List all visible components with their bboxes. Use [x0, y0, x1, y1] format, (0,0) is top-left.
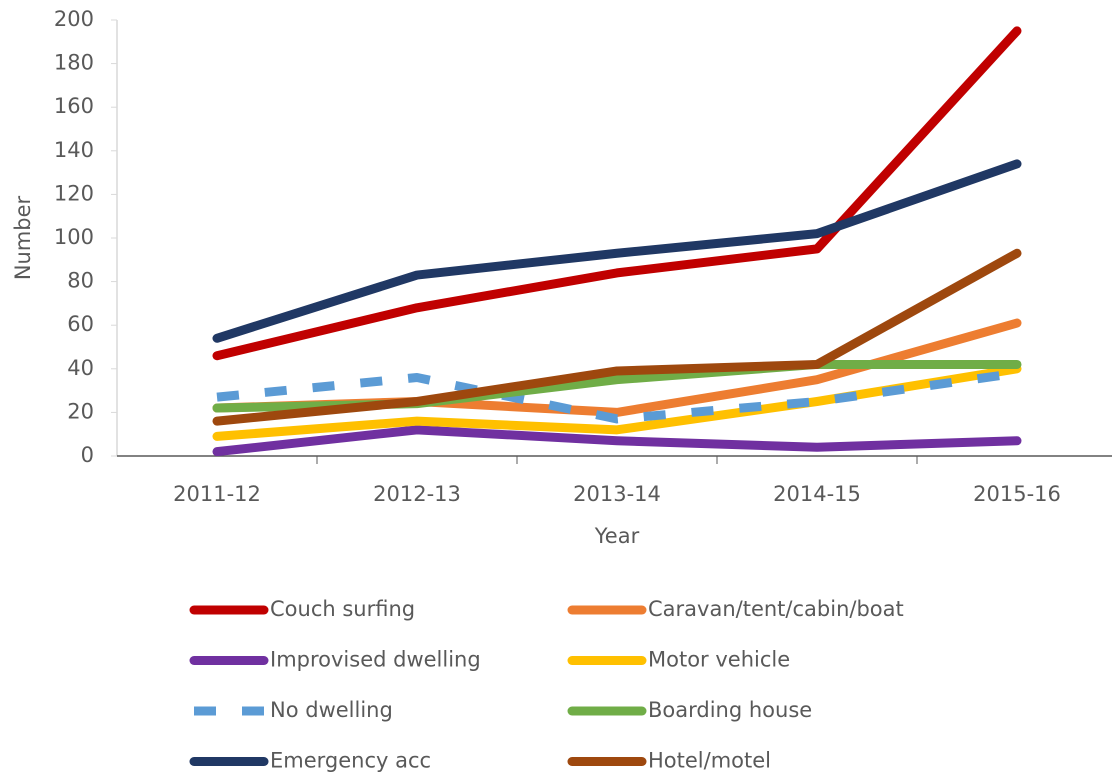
- x-axis-label: Year: [594, 524, 640, 548]
- legend-label: Hotel/motel: [648, 749, 771, 773]
- y-tick-label: 160: [54, 94, 94, 118]
- series-line: [212, 248, 1022, 426]
- legend-label: Motor vehicle: [648, 648, 790, 672]
- y-tick-label: 120: [54, 181, 94, 205]
- legend-label: No dwelling: [270, 698, 393, 722]
- y-axis-label: Number: [11, 195, 35, 280]
- x-tick-label: 2014-15: [773, 482, 861, 506]
- y-tick-label: 200: [54, 7, 94, 31]
- series-line: [212, 26, 1022, 361]
- series-line: [212, 159, 1022, 343]
- y-tick-label: 0: [81, 443, 94, 467]
- y-tick-label: 80: [67, 269, 94, 293]
- y-tick-label: 180: [54, 51, 94, 75]
- y-tick-label: 100: [54, 225, 94, 249]
- x-tick-label: 2012-13: [373, 482, 461, 506]
- y-tick-label: 140: [54, 138, 94, 162]
- x-tick-label: 2013-14: [573, 482, 661, 506]
- x-tick-label: 2011-12: [173, 482, 261, 506]
- y-tick-label: 60: [67, 312, 94, 336]
- legend-label: Couch surfing: [270, 597, 415, 621]
- legend-label: Boarding house: [648, 698, 812, 722]
- x-tick-label: 2015-16: [973, 482, 1061, 506]
- legend-label: Emergency acc: [270, 749, 431, 773]
- series-line: [212, 425, 1022, 457]
- series-line: [216, 368, 1018, 424]
- legend-label: Improvised dwelling: [270, 648, 481, 672]
- legend-label: Caravan/tent/cabin/boat: [648, 597, 904, 621]
- y-tick-label: 20: [67, 399, 94, 423]
- y-tick-label: 40: [67, 356, 94, 380]
